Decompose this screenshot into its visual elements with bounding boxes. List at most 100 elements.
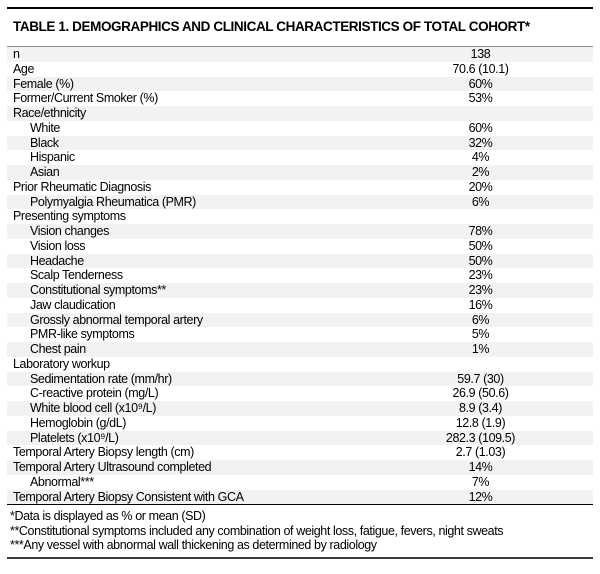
row-value: 70.6 (10.1) [452,61,509,76]
row-label: Sedimentation rate (mm/hr) [30,371,172,386]
row-label: PMR-like symptoms [30,327,135,342]
row-value: 138 [470,47,491,61]
row-value: 14% [468,460,493,474]
row-label: Temporal Artery Ultrasound completed [13,460,212,474]
table-row: Polymyalgia Rheumatica (PMR) 6% [7,194,593,210]
table-row: Constitutional symptoms** 23% [7,283,593,298]
row-label: Laboratory workup [13,356,110,371]
footnote-divider [7,504,593,506]
row-label: Vision loss [30,238,86,253]
row-label: Race/ethnicity [13,106,86,120]
bottom-rule [7,557,593,560]
row-value: 2% [471,165,490,179]
table-row: Age 70.6 (10.1) [7,62,593,77]
row-label: Jaw claudication [30,297,116,312]
table-row: n 138 [7,47,593,62]
row-label: Female (%) [13,76,74,91]
row-value: 8.9 (3.4) [459,401,502,415]
document-page: TABLE 1. DEMOGRAPHICS AND CLINICAL CHARA… [0,7,600,574]
table-row: Hemoglobin (g/dL) 12.8 (1.9) [7,416,593,431]
row-label: Platelets (x10⁹/L) [30,430,119,445]
row-value: 6% [471,194,490,209]
row-label: Headache [30,253,84,268]
row-label: Hispanic [30,150,75,165]
table-row: Black 32% [7,135,593,151]
footnote-line: *Data is displayed as % or mean (SD) [10,509,206,524]
row-value: 50% [468,238,493,253]
row-label: White [30,120,60,135]
table-row: Sedimentation rate (mm/hr) 59.7 (30) [7,371,593,387]
table-row: Asian 2% [7,165,593,180]
table-row: Temporal Artery Biopsy length (cm) 2.7 (… [7,445,593,460]
row-label: Scalp Tenderness [30,268,123,283]
row-value: 59.7 (30) [457,371,504,386]
row-label: Presenting symptoms [13,209,126,224]
row-label: Age [13,61,35,76]
row-label: Black [30,135,59,150]
footnote-line: ***Any vessel with abnormal wall thicken… [10,538,377,553]
table-row: Scalp Tenderness 23% [7,268,593,283]
table-row: PMR-like symptoms 5% [7,327,593,342]
table-row: Vision changes 78% [7,224,593,239]
table-row: Race/ethnicity [7,106,593,121]
row-value: 23% [468,268,493,283]
row-label: Temporal Artery Biopsy length (cm) [13,445,194,460]
row-value: 78% [468,224,493,238]
row-value: 5% [471,327,490,342]
table-row: Hispanic 4% [7,150,593,165]
table-row: Grossly abnormal temporal artery 6% [7,312,593,328]
row-label: Abnormal*** [30,474,94,489]
row-label: White blood cell (x10⁹/L) [30,401,156,415]
row-label: C-reactive protein (mg/L) [30,386,159,401]
row-label: Asian [30,165,60,179]
row-value: 23% [468,283,493,297]
row-value: 1% [471,342,490,356]
row-value: 6% [471,312,490,327]
table-row: Presenting symptoms [7,209,593,224]
table-row: Temporal Artery Biopsy Consistent with G… [7,489,593,505]
table-row: Vision loss 50% [7,239,593,254]
table-row: Temporal Artery Ultrasound completed 14% [7,460,593,475]
row-value: 60% [468,120,493,135]
footnote-line: **Constitutional symptoms included any c… [10,523,504,538]
row-value: 60% [468,76,493,91]
row-value: 20% [468,179,493,194]
row-label: n [13,47,20,61]
demographics-table: n 138 Age 70.6 (10.1) Female (%) 60% For… [7,47,593,505]
table-header-rule [7,46,593,47]
row-label: Grossly abnormal temporal artery [30,312,203,327]
table-row: White blood cell (x10⁹/L) 8.9 (3.4) [7,401,593,416]
table-row: C-reactive protein (mg/L) 26.9 (50.6) [7,386,593,401]
table-row: Laboratory workup [7,357,593,372]
row-value: 282.3 (109.5) [445,430,516,445]
table-row: Chest pain 1% [7,342,593,357]
table-row: White 60% [7,121,593,136]
table-row: Platelets (x10⁹/L) 282.3 (109.5) [7,430,593,446]
row-label: Chest pain [30,342,86,356]
row-value: 12% [468,489,493,504]
table-row: Former/Current Smoker (%) 53% [7,91,593,106]
table-row: Headache 50% [7,253,593,269]
row-value: 4% [471,150,490,165]
row-label: Former/Current Smoker (%) [13,91,158,106]
row-label: Temporal Artery Biopsy Consistent with G… [13,489,244,504]
row-value: 50% [468,253,493,268]
table-row: Prior Rheumatic Diagnosis 20% [7,180,593,195]
top-rule [7,7,593,9]
table-row: Abnormal*** 7% [7,475,593,490]
row-label: Polymyalgia Rheumatica (PMR) [30,194,196,209]
table-row: Female (%) 60% [7,76,593,92]
row-label: Vision changes [30,224,109,238]
row-value: 16% [468,297,493,312]
row-value: 2.7 (1.03) [455,445,506,460]
row-value: 32% [468,135,493,150]
row-value: 7% [471,474,490,489]
row-value: 26.9 (50.6) [452,386,509,401]
table-title: TABLE 1. DEMOGRAPHICS AND CLINICAL CHARA… [13,19,530,34]
row-label: Prior Rheumatic Diagnosis [13,179,151,194]
row-label: Hemoglobin (g/dL) [30,415,127,430]
table-row: Jaw claudication 16% [7,298,593,313]
footnotes: *Data is displayed as % or mean (SD) **Co… [0,505,600,555]
row-label: Constitutional symptoms** [30,283,166,297]
row-value: 53% [468,91,493,106]
